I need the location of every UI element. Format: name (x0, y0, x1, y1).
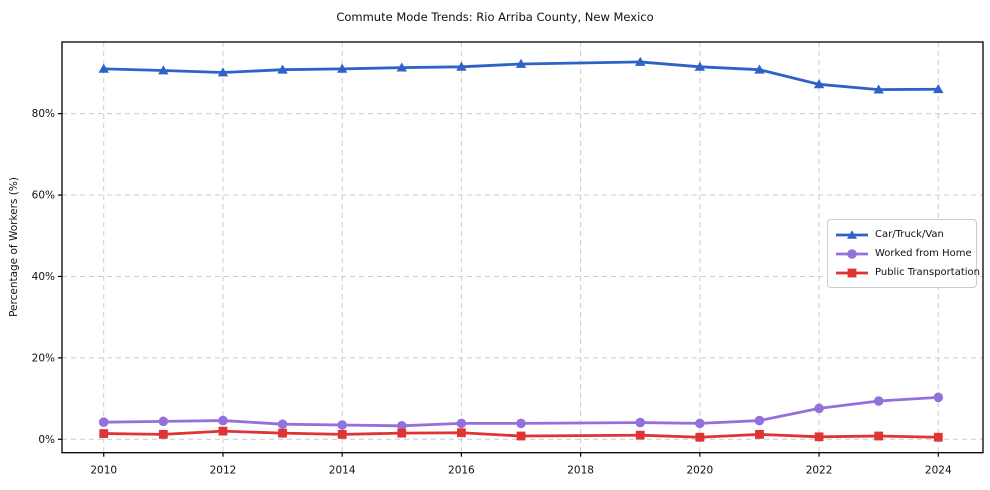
series-worked-from-home-marker-circle (873, 396, 884, 406)
car-truck-van-legend-swatch-icon (836, 229, 868, 239)
series-line-car-truck-van (102, 60, 940, 92)
series-worked-from-home-marker-circle (754, 415, 765, 426)
series-public-transportation-marker-square (278, 428, 287, 438)
legend-label: Worked from Home (875, 248, 972, 259)
series-public-transportation-marker-square (397, 428, 407, 438)
series-public-transportation-marker-square (635, 430, 645, 440)
series-public-transportation-marker-square (456, 428, 466, 438)
series-car-truck-van-marker-triangle (277, 64, 288, 74)
series-worked-from-home-marker-circle (277, 419, 288, 430)
series-car-truck-van-marker-triangle (456, 61, 467, 71)
x-tick-label: 2012 (210, 465, 237, 477)
series-public-transportation-marker-square (516, 431, 526, 441)
chart-title: Commute Mode Trends: Rio Arriba County, … (336, 10, 654, 24)
series-car-truck-van-marker-triangle (694, 61, 706, 71)
series-car-truck-van-marker-triangle (396, 62, 407, 72)
series-public-transportation-marker-square (337, 429, 347, 439)
series-public-transportation-marker-square (874, 431, 884, 441)
series-worked-from-home-marker-circle (456, 418, 467, 429)
series-worked-from-home-marker-circle (635, 417, 646, 428)
series-worked-from-home-marker-circle (98, 417, 109, 427)
plot-border (61, 41, 984, 454)
series-worked-from-home-marker-circle (218, 415, 228, 426)
series-car-truck-van-marker-triangle (336, 63, 348, 73)
series-car-truck-van-marker-triangle (813, 79, 825, 89)
y-tick-label: 20% (32, 352, 55, 364)
legend-label: Car/Truck/Van (875, 229, 944, 240)
series-worked-from-home-marker-circle (158, 416, 169, 427)
series-worked-from-home-marker-circle (337, 420, 347, 430)
series-line-public-transportation (102, 429, 940, 439)
legend: Car/Truck/Van Worked from Home Public Tran… (827, 219, 980, 288)
series-line-worked-from-home (102, 395, 940, 428)
series-car-truck-van-marker-triangle (98, 63, 109, 73)
series-public-transportation-marker-square (814, 432, 824, 442)
series-car-truck-van-marker-triangle (515, 58, 527, 68)
series-car-truck-van-marker-triangle (873, 84, 884, 94)
x-tick-label: 2024 (925, 465, 952, 477)
series-public-transportation-marker-square (695, 432, 705, 442)
legend-item-public-transportation: Public Transportation (835, 263, 980, 282)
x-tick-label: 2022 (806, 465, 833, 477)
series-public-transportation-marker-square (933, 432, 943, 442)
series-public-transportation-marker-square (218, 426, 228, 436)
series-car-truck-van-marker-triangle (635, 56, 646, 66)
x-tick-label: 2010 (90, 465, 117, 477)
x-tick-label: 2020 (686, 465, 713, 477)
series-public-transportation-marker-square (158, 429, 168, 439)
public-transportation-legend-swatch-icon (836, 268, 868, 277)
series-worked-from-home-marker-circle (933, 392, 944, 403)
legend-item-car-truck-van: Car/Truck/Van (835, 225, 968, 244)
series-worked-from-home-marker-circle (396, 421, 407, 431)
y-tick-label: 40% (32, 271, 55, 283)
x-tick-label: 2018 (567, 465, 594, 477)
series-car-truck-van-marker-triangle (158, 65, 169, 75)
series-worked-from-home-marker-circle (814, 403, 824, 414)
legend-label: Public Transportation (875, 267, 980, 278)
y-tick-label: 60% (32, 190, 55, 202)
series-public-transportation-marker-square (99, 429, 109, 438)
y-tick-label: 0% (38, 434, 55, 446)
legend-item-worked-from-home: Worked from Home (835, 244, 972, 263)
x-tick-label: 2014 (329, 465, 356, 477)
series-car-truck-van-marker-triangle (217, 67, 229, 77)
series-car-truck-van-marker-triangle (933, 84, 944, 94)
series-car-truck-van-marker-triangle (754, 64, 765, 74)
series-public-transportation-marker-square (755, 429, 764, 439)
y-tick-label: 80% (32, 108, 55, 120)
series-worked-from-home-marker-circle (516, 418, 526, 429)
series-worked-from-home-marker-circle (695, 418, 705, 429)
worked-from-home-legend-swatch-icon (836, 248, 868, 259)
x-tick-label: 2016 (448, 465, 475, 477)
